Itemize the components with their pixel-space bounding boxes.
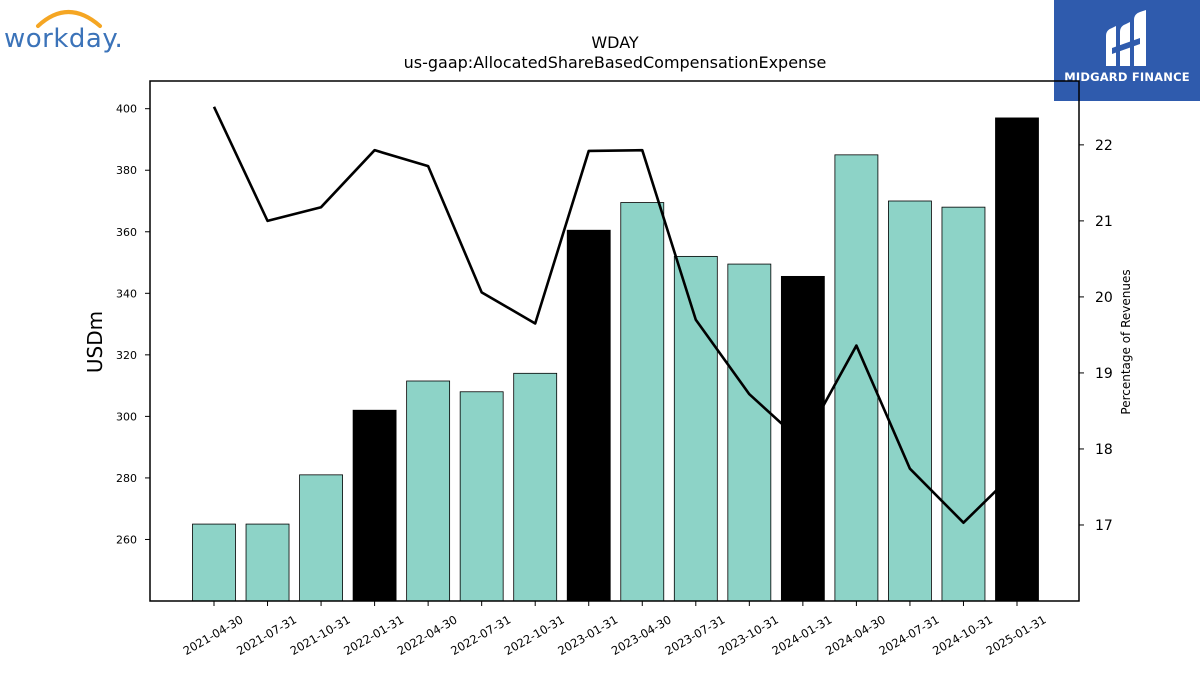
y2-tick-label-18: 18 <box>1095 442 1113 458</box>
y2-tick-label-19: 19 <box>1095 366 1113 382</box>
workday-logo: workday. <box>4 4 134 60</box>
chart-subtitle: us-gaap:AllocatedShareBasedCompensationE… <box>404 53 827 72</box>
x-axis: 2021-04-302021-07-312021-10-312022-01-31… <box>181 601 1049 658</box>
x-tick-label-2022-10-31: 2022-10-31 <box>502 612 567 658</box>
bar-2023-01-31 <box>566 229 611 602</box>
y-tick-label-360: 360 <box>116 226 137 239</box>
y2-tick-label-22: 22 <box>1095 138 1113 154</box>
workday-arc-icon <box>36 10 102 28</box>
x-tick-label-2024-01-31: 2024-01-31 <box>769 612 834 658</box>
y2-tick-label-17: 17 <box>1095 518 1113 534</box>
y-tick-label-340: 340 <box>116 287 137 300</box>
y-tick-label-380: 380 <box>116 164 137 177</box>
bar-2021-07-31 <box>245 523 290 602</box>
midgard-finance-logo-text: MIDGARD FINANCE <box>1064 70 1190 84</box>
x-tick-label-2024-07-31: 2024-07-31 <box>877 612 942 658</box>
bar-series <box>192 117 1039 602</box>
bar-2023-10-31 <box>727 263 772 602</box>
x-tick-label-2022-01-31: 2022-01-31 <box>341 612 406 658</box>
y-axis-label: USDm <box>83 311 107 373</box>
x-tick-label-2024-04-30: 2024-04-30 <box>823 612 888 658</box>
y-tick-label-300: 300 <box>116 410 137 423</box>
x-tick-label-2023-01-31: 2023-01-31 <box>555 612 620 658</box>
bar-2021-10-31 <box>299 474 343 602</box>
x-tick-label-2021-04-30: 2021-04-30 <box>181 612 246 658</box>
y-tick-label-400: 400 <box>116 103 137 116</box>
x-tick-label-2022-04-30: 2022-04-30 <box>395 612 460 658</box>
x-tick-label-2025-01-31: 2025-01-31 <box>984 612 1049 658</box>
chart-title: WDAY <box>591 33 639 52</box>
bar-2024-01-31 <box>780 275 825 602</box>
bar-2022-01-31 <box>352 409 397 602</box>
y2-tick-label-20: 20 <box>1095 290 1113 306</box>
x-tick-label-2023-07-31: 2023-07-31 <box>662 612 727 658</box>
y-tick-label-260: 260 <box>116 533 137 546</box>
line-series <box>212 106 1018 524</box>
line-percentage-of-revenues <box>212 106 1018 524</box>
bar-2021-04-30 <box>192 523 236 602</box>
bar-2022-04-30 <box>406 380 451 602</box>
y2-axis-label: Percentage of Revenues <box>1119 269 1133 414</box>
bar-2023-04-30 <box>620 202 665 602</box>
plot-frame <box>149 80 1080 602</box>
x-tick-label-2023-10-31: 2023-10-31 <box>716 612 781 658</box>
midgard-m-icon <box>1106 10 1146 66</box>
x-tick-label-2023-04-30: 2023-04-30 <box>609 612 674 658</box>
y-axis-right: 17 18 19 20 21 22 <box>1079 138 1113 534</box>
bar-2022-07-31 <box>459 391 504 602</box>
bar-2025-01-31 <box>995 117 1039 602</box>
x-tick-label-2024-10-31: 2024-10-31 <box>930 612 995 658</box>
y-axis-left: 260 280 300 320 340 360 380 400 <box>116 103 150 546</box>
midgard-finance-logo: MIDGARD FINANCE <box>1054 0 1200 101</box>
y-tick-label-280: 280 <box>116 472 137 485</box>
workday-logo-text: workday. <box>4 24 124 54</box>
x-tick-label-2021-07-31: 2021-07-31 <box>234 612 299 658</box>
x-tick-label-2022-07-31: 2022-07-31 <box>448 612 513 658</box>
y2-tick-label-21: 21 <box>1095 214 1113 230</box>
bar-2024-07-31 <box>888 200 932 602</box>
bar-2024-10-31 <box>941 206 986 602</box>
y-tick-label-320: 320 <box>116 349 137 362</box>
bar-2022-10-31 <box>513 372 558 602</box>
bar-2023-07-31 <box>673 255 718 602</box>
x-tick-label-2021-10-31: 2021-10-31 <box>288 612 353 658</box>
